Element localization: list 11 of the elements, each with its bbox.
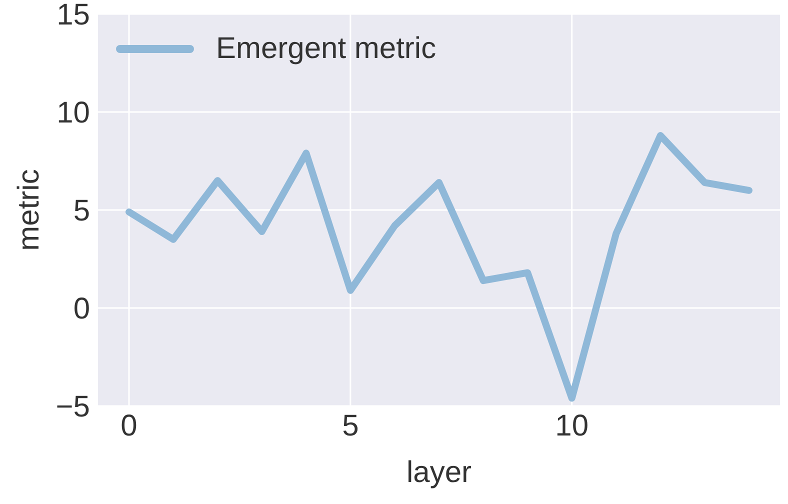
x-tick-label: 10 [555, 409, 589, 442]
y-axis-title: metric [12, 169, 46, 251]
y-tick-label: 10 [56, 96, 90, 130]
x-axis-title: layer [406, 456, 472, 489]
y-tick-label: −5 [56, 390, 90, 424]
y-tick-label: 0 [73, 292, 90, 326]
x-tick-label: 5 [342, 409, 359, 442]
y-tick-label: 15 [56, 0, 90, 32]
x-tick-label: 0 [120, 409, 138, 442]
y-tick-label: 5 [73, 194, 90, 228]
legend-label: Emergent metric [216, 32, 436, 66]
